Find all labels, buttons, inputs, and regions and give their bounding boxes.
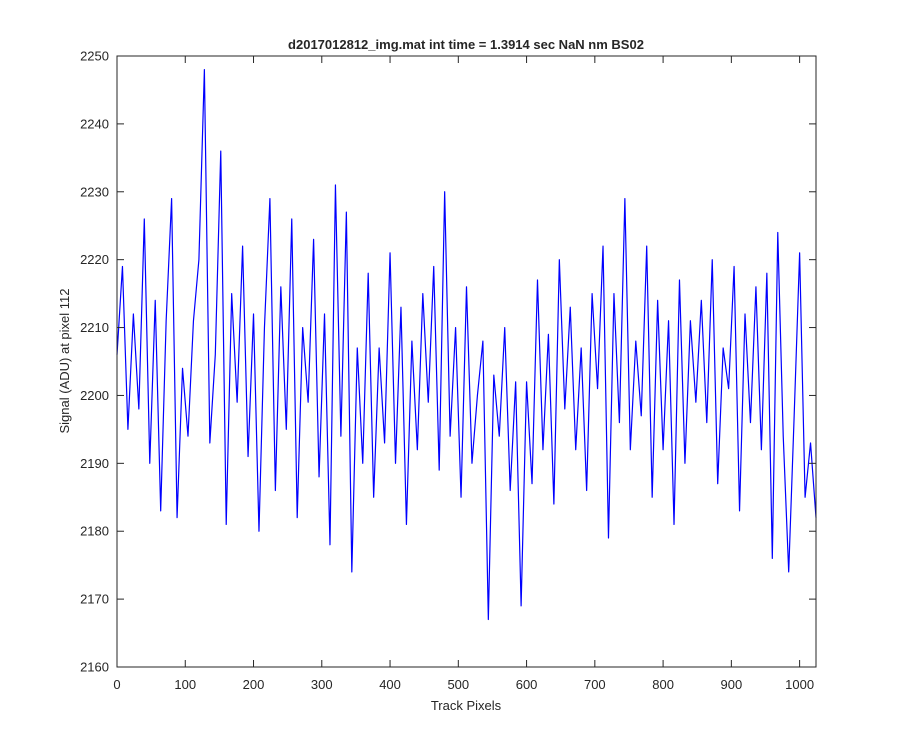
x-tick-label: 800 [652, 677, 674, 692]
series-layer [116, 68, 817, 621]
x-tick-label: 0 [113, 677, 120, 692]
y-axis-ticks: 2160 2170 2180 2190 2200 2210 2220 2230 2240 2250 [80, 49, 816, 675]
x-tick-label: 400 [379, 677, 401, 692]
y-tick-label: 2200 [80, 388, 109, 403]
chart-title: d2017012812_img.mat int time = 1.3914 se… [288, 37, 644, 52]
x-tick-label: 600 [516, 677, 538, 692]
x-tick-label: 900 [721, 677, 743, 692]
x-tick-label: 500 [447, 677, 469, 692]
plot-area [117, 56, 816, 667]
y-tick-label: 2160 [80, 660, 109, 675]
y-tick-label: 2170 [80, 592, 109, 607]
axes-box [116, 55, 817, 668]
x-axis-ticks: 0 100 200 300 400 500 600 700 800 900 1000 [113, 56, 814, 692]
y-tick-label: 2180 [80, 524, 109, 539]
x-tick-label: 300 [311, 677, 333, 692]
y-tick-label: 2210 [80, 320, 109, 335]
x-tick-label: 700 [584, 677, 606, 692]
x-tick-label: 100 [174, 677, 196, 692]
y-tick-label: 2190 [80, 456, 109, 471]
y-axis-label: Signal (ADU) at pixel 112 [57, 289, 72, 434]
y-tick-label: 2250 [80, 49, 109, 64]
y-tick-label: 2220 [80, 252, 109, 267]
y-tick-label: 2230 [80, 184, 109, 199]
series-line-0 [116, 68, 817, 621]
y-tick-label: 2240 [80, 116, 109, 131]
x-tick-label: 200 [243, 677, 265, 692]
x-axis-label: Track Pixels [431, 698, 502, 713]
x-tick-label: 1000 [785, 677, 814, 692]
